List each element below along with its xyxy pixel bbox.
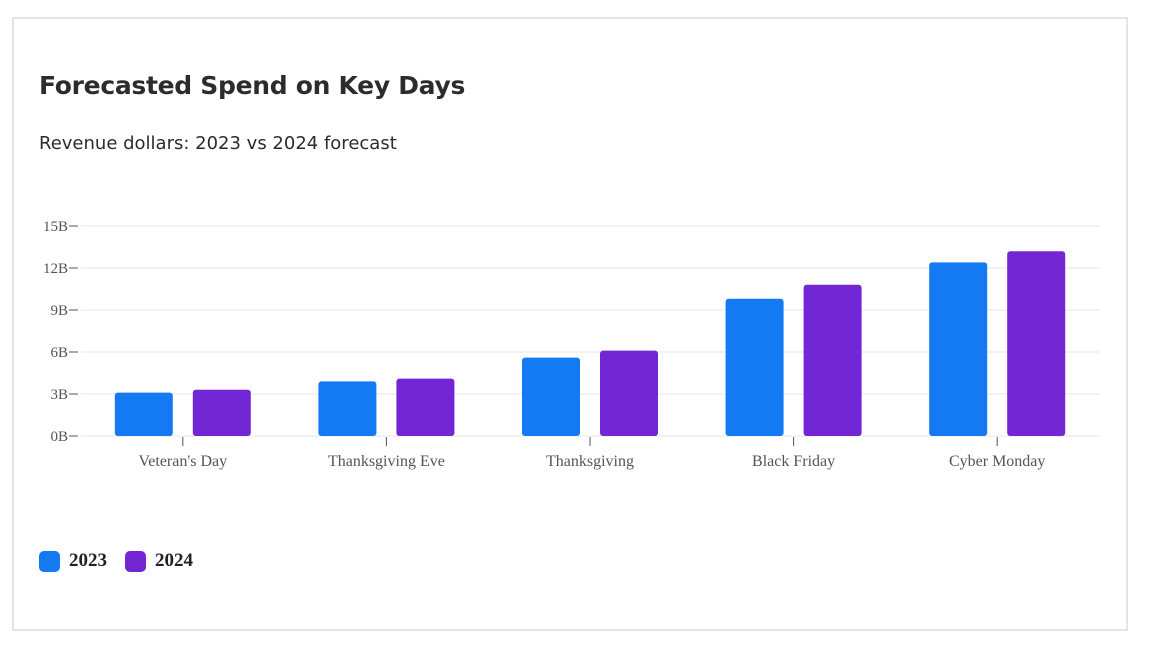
x-axis: Veteran's Day Thanksgiving Eve Thanksgivin…	[138, 437, 1045, 470]
y-tick-label: 6B	[50, 345, 68, 361]
bar-2023-1	[318, 381, 377, 436]
x-tick-label: Thanksgiving	[546, 453, 634, 470]
bar-2024-1	[396, 378, 455, 436]
chart-subtitle: Revenue dollars: 2023 vs 2024 forecast	[39, 133, 397, 154]
bar-2023-4	[929, 262, 988, 436]
legend-swatch-2023	[39, 550, 60, 572]
legend-item-2023[interactable]: 2023	[39, 550, 107, 572]
bar-2024-2	[600, 350, 658, 436]
x-tick-label: Black Friday	[752, 453, 835, 470]
legend-swatch-2024	[125, 550, 146, 572]
y-axis: 0B 3B 6B 9B 12B 15B	[43, 219, 78, 445]
x-tick-label: Thanksgiving Eve	[328, 453, 445, 470]
legend: 2023 2024	[39, 550, 193, 572]
x-tick-label: Veteran's Day	[138, 453, 227, 470]
chart-card: Forecasted Spend on Key Days Revenue dol…	[12, 17, 1128, 631]
legend-item-2024[interactable]: 2024	[125, 550, 193, 572]
x-tick-label: Cyber Monday	[949, 453, 1045, 470]
bar-2024-3	[803, 284, 862, 436]
legend-label-2023: 2023	[69, 550, 107, 571]
bar-2023-3	[725, 298, 784, 436]
y-tick-label: 3B	[50, 387, 68, 403]
y-tick-label: 9B	[50, 303, 68, 319]
chart-title: Forecasted Spend on Key Days	[39, 71, 466, 100]
y-tick-label: 0B	[50, 429, 68, 445]
bar-2023-2	[522, 357, 580, 436]
y-tick-label: 15B	[43, 219, 68, 235]
bar-2024-0	[192, 389, 251, 436]
bars	[114, 251, 1066, 436]
bar-2023-0	[114, 392, 173, 436]
bar-2024-4	[1007, 251, 1066, 436]
legend-label-2024: 2024	[155, 550, 193, 571]
y-tick-label: 12B	[43, 261, 68, 277]
bar-chart: 0B 3B 6B 9B 12B 15B Veteran's Day Thanksgiving…	[43, 219, 1099, 470]
